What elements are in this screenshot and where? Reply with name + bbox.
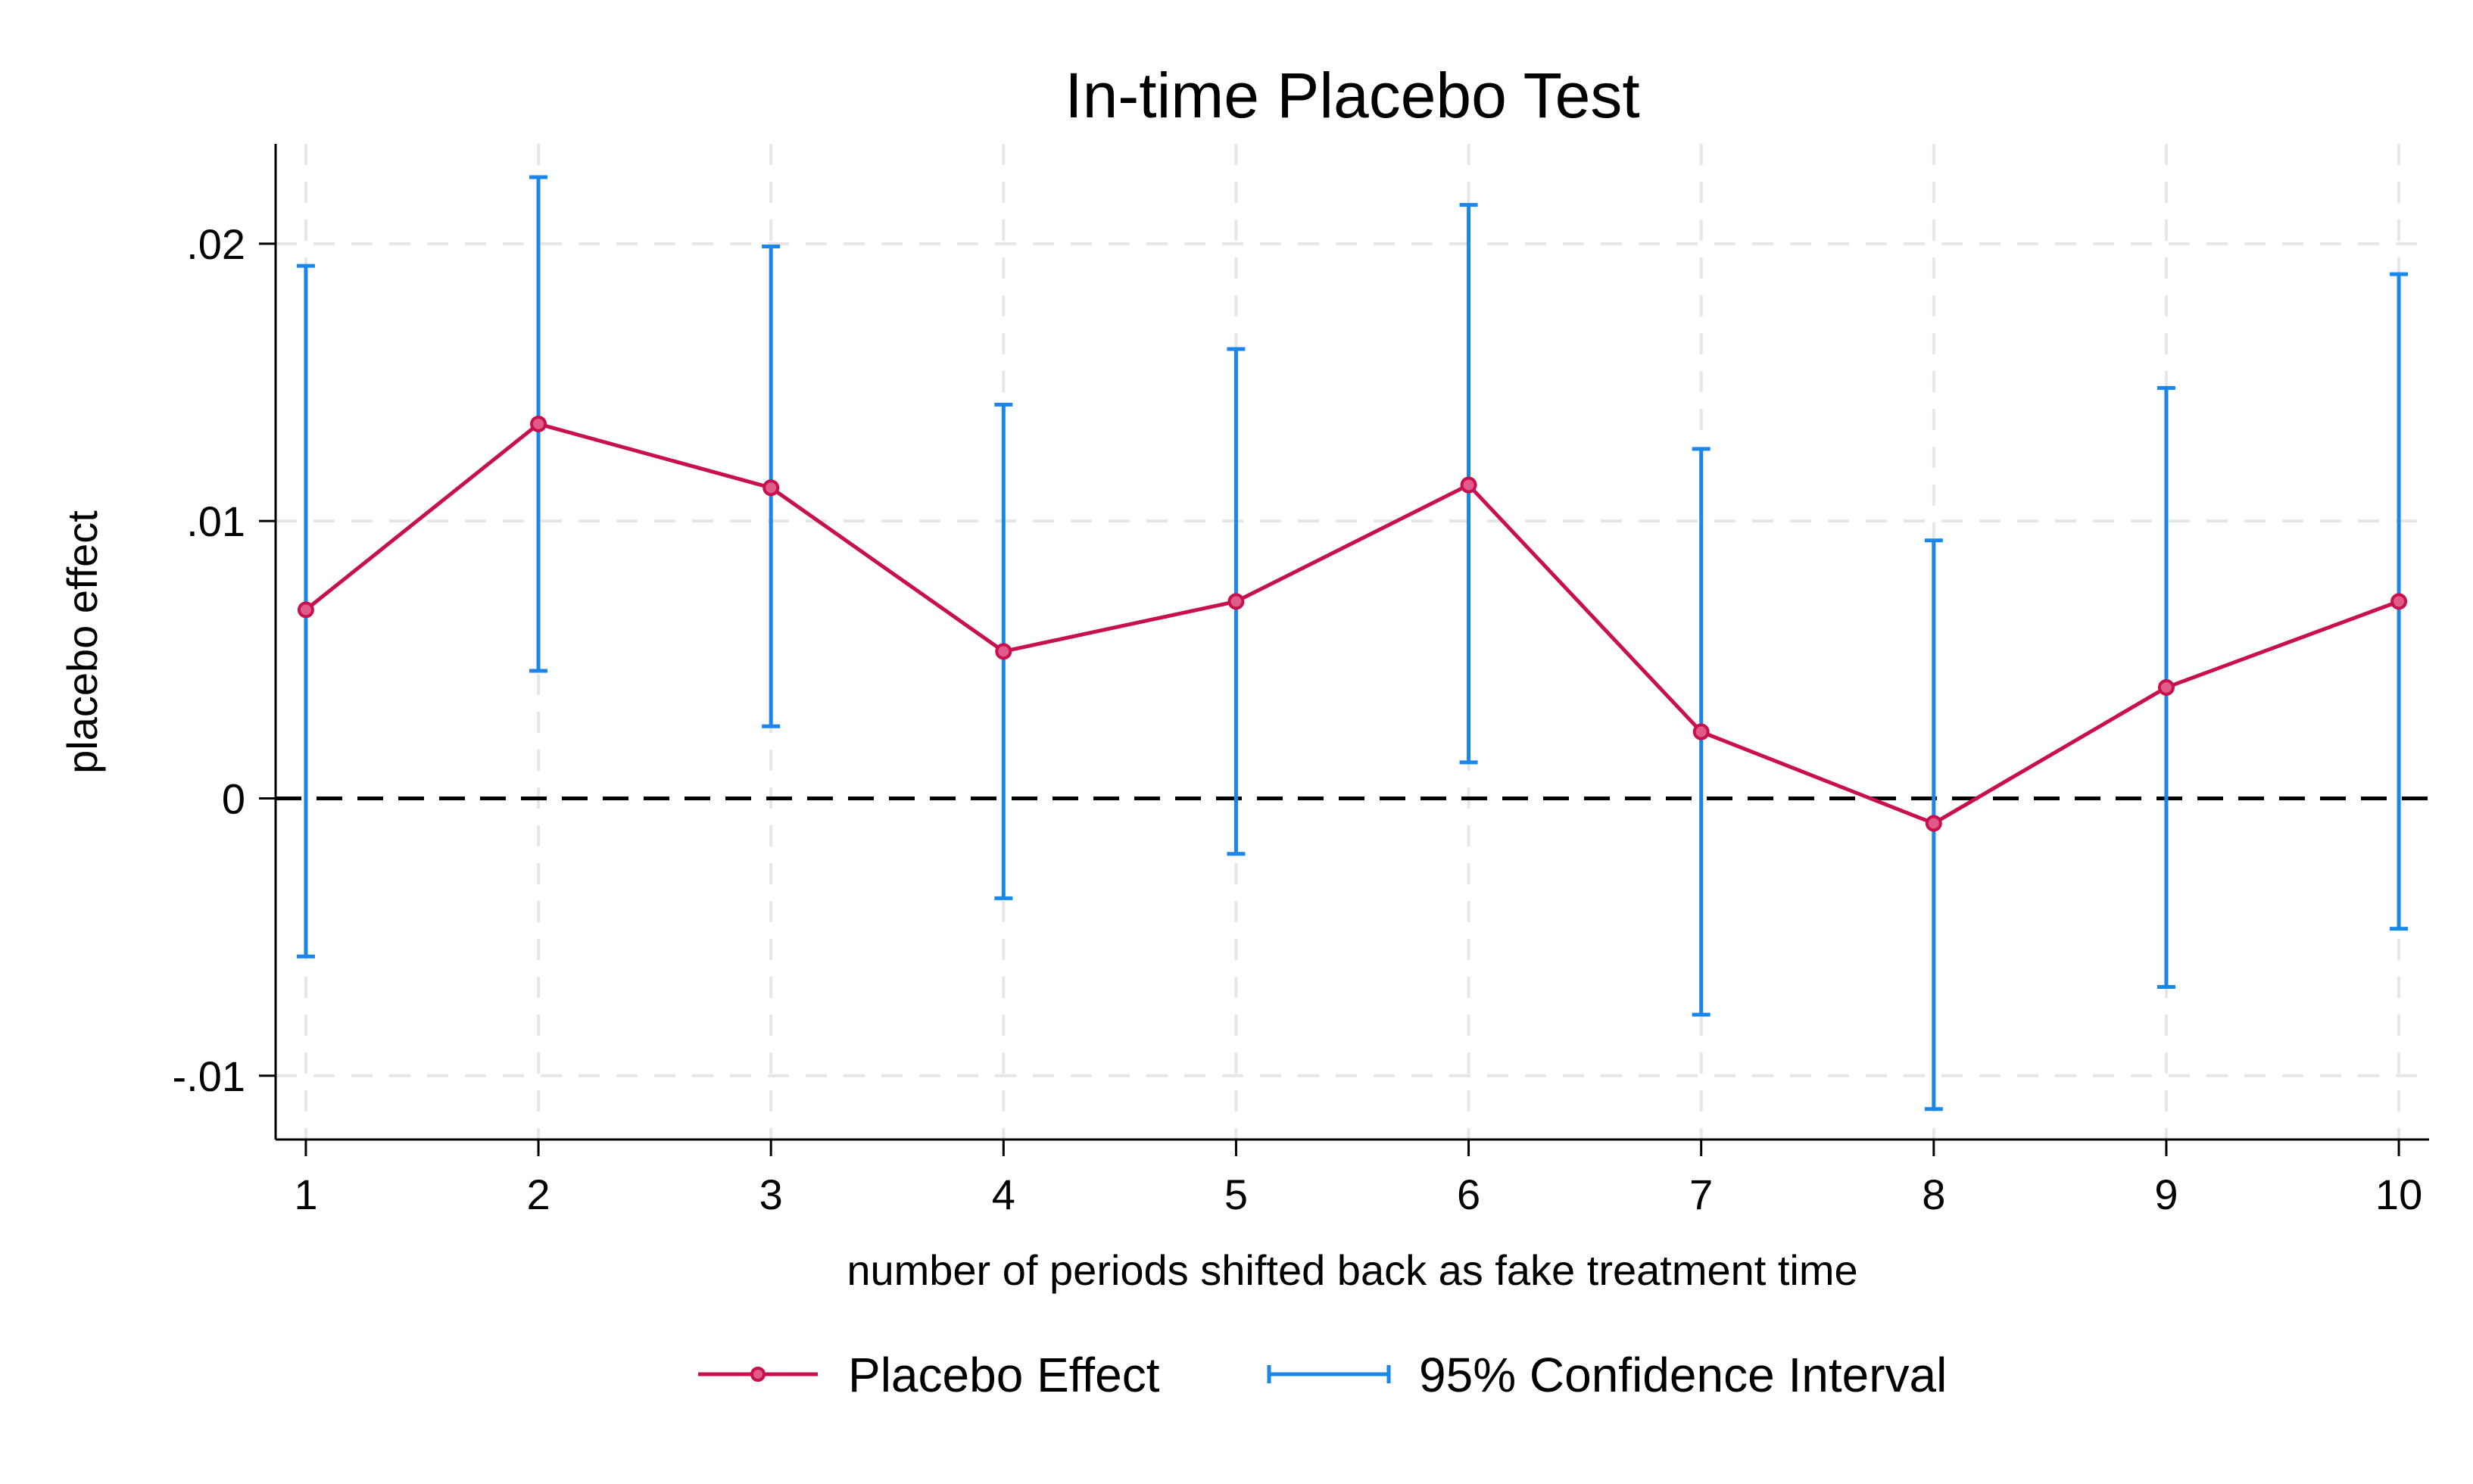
x-axis-title: number of periods shifted back as fake t…	[847, 1246, 1857, 1294]
y-axis-title: placebo effect	[58, 510, 106, 774]
placebo-point-2	[530, 415, 547, 432]
placebo-point-5	[1227, 593, 1245, 610]
axes	[274, 144, 2429, 1141]
placebo-point-3	[762, 479, 780, 497]
x-tick-label-8: 8	[1922, 1171, 1945, 1218]
x-tick-label-10: 10	[2375, 1171, 2422, 1218]
placebo-point-9	[2157, 678, 2175, 696]
placebo-effect-series	[297, 415, 2408, 832]
placebo-point-6	[1460, 476, 1477, 494]
placebo-point-10	[2390, 593, 2408, 610]
x-ticks: 1 2 3 4 5 6 7 8 9 10	[294, 1140, 2422, 1218]
placebo-point-1	[297, 601, 314, 619]
y-tick-label-1: -.01	[173, 1052, 246, 1100]
legend-placebo-marker	[750, 1367, 766, 1382]
legend-ci-label: 95% Confidence Interval	[1419, 1348, 1947, 1402]
x-tick-label-3: 3	[759, 1171, 783, 1218]
legend-placebo-label: Placebo Effect	[848, 1348, 1160, 1402]
x-tick-label-4: 4	[992, 1171, 1015, 1218]
placebo-point-8	[1925, 815, 1942, 832]
chart-title: In-time Placebo Test	[1065, 60, 1640, 131]
y-tick-label-3: .01	[186, 497, 245, 545]
y-tick-label-2: 0	[222, 775, 245, 822]
x-tick-label-5: 5	[1224, 1171, 1248, 1218]
x-tick-label-6: 6	[1457, 1171, 1480, 1218]
y-tick-label-4: .02	[186, 220, 245, 268]
placebo-point-4	[995, 643, 1012, 660]
x-tick-label-1: 1	[294, 1171, 317, 1218]
x-tick-label-2: 2	[526, 1171, 550, 1218]
placebo-point-7	[1692, 723, 1710, 740]
y-ticks: -.01 0 .01 .02	[173, 220, 276, 1100]
placebo-effect-line	[304, 422, 2400, 825]
x-tick-label-9: 9	[2154, 1171, 2178, 1218]
x-tick-label-7: 7	[1689, 1171, 1713, 1218]
legend: Placebo Effect 95% Confidence Interval	[698, 1348, 1947, 1402]
